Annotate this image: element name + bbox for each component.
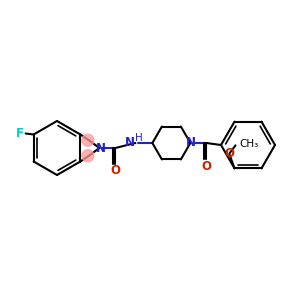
Text: N: N [185,136,195,149]
Text: F: F [16,127,24,140]
Text: O: O [201,160,212,172]
Text: H: H [134,133,142,143]
Text: CH₃: CH₃ [239,140,259,149]
Text: N: N [95,142,105,154]
Text: O: O [110,164,120,178]
Circle shape [82,134,94,146]
Text: O: O [224,147,235,160]
Text: N: N [124,136,134,148]
Circle shape [82,150,94,162]
